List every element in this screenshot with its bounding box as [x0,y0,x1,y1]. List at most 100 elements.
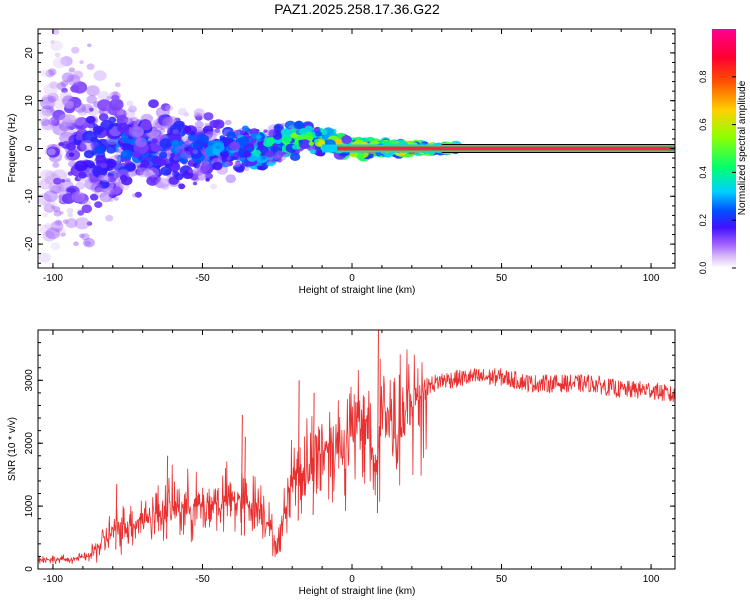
y-tick-label: -20 [24,236,35,251]
spectrogram-cell [92,101,102,108]
spectrogram-cell [67,213,74,218]
snr-spike [297,380,300,521]
spectrogram-cell [275,125,281,130]
spectrogram-cell [272,132,283,140]
spectrogram-cell [64,101,76,111]
spectrogram-cell [237,128,246,135]
spectrogram-cell [66,74,81,86]
spectrogram-cell [47,148,56,156]
spectrogram-cell [109,98,124,111]
spectrogram-cell [52,123,67,136]
spectrogram-cell [124,130,132,136]
spectrogram-cell [178,108,188,116]
spectrogram-cell [60,179,66,183]
snr-spike [240,414,243,536]
spectrogram-cell [225,161,231,167]
spectrogram-cell [86,95,97,104]
spectrogram-cell [44,222,52,229]
spectrogram-cell [64,100,74,109]
spectrogram-cell [115,148,122,154]
spectrogram-cell [189,130,196,136]
spectrogram-cell [58,113,71,124]
spectrogram-cell [45,227,60,240]
spectrogram-cell [139,171,145,176]
spectrogram-cell [257,165,263,171]
spectrogram-cell [78,171,87,179]
spectrogram-cell [256,134,262,139]
spectrogram-cell [169,155,180,165]
spectrogram-cell [60,80,69,87]
spectrogram-cell [95,186,108,198]
spectrogram-cell [41,119,55,131]
spectrogram-cell [224,119,232,126]
spectrogram-cell [126,118,133,124]
spectrogram-cell [99,191,113,203]
spectrogram-cell [51,187,57,192]
x-tick-label: 0 [349,273,355,284]
spectrogram-cell [280,122,286,127]
spectrogram-cell [190,149,202,159]
spectrogram-cell [180,157,189,164]
y-tick-label: 1000 [24,495,35,518]
spectrogram-cell [47,68,57,76]
spectrogram-cell [80,233,90,241]
spectrogram-cell [51,119,57,124]
spectrogram-cell [183,125,192,133]
spectrogram-cell [263,139,273,148]
spectrogram-cell [117,122,130,133]
spectrogram-cell [40,169,54,181]
spectrogram-cell [105,214,114,222]
spectrogram-cell [226,131,236,139]
x-tick-label: 100 [643,574,660,585]
spectrogram-cell [282,135,292,143]
spectrogram-cell [77,107,88,116]
spectrogram-cell [83,237,95,248]
spectrogram-ylabel: Frequency (Hz) [7,114,18,183]
spectrogram-cell [202,125,214,135]
spectrogram-cell [192,149,198,155]
spectrogram-cell [108,181,124,195]
spectrogram-cell [178,183,186,190]
spectrogram-cell [209,154,219,162]
spectrogram-cell [51,205,56,209]
spectrogram-cell [106,96,112,101]
spectrogram-cell [90,182,103,193]
spectrogram-cell [180,150,191,160]
figure-title: PAZ1.2025.258.17.36.G22 [274,1,440,17]
spectrogram-cell [74,139,83,146]
spectrogram-cell [341,135,352,145]
spectrogram-cell [246,146,253,152]
spectrogram-cell [100,162,108,169]
x-tick-label: -100 [43,574,63,585]
spectrogram-cell [67,160,77,168]
spectrogram-cell [97,99,112,112]
spectrogram-cell [41,94,54,105]
x-tick-label: -50 [195,574,210,585]
x-tick-label: 50 [496,574,508,585]
spectrogram-cell [193,112,203,120]
spectrogram-cell [97,91,110,101]
y-tick-label: 10 [24,95,35,107]
spectrogram-cell [53,98,67,110]
spectrogram-cell [253,149,261,156]
spectrogram-cell [75,193,89,205]
spectrogram-cell [50,242,61,251]
spectrogram-cell [62,219,69,224]
spectrogram-cell [74,160,88,172]
spectrogram-cell [50,40,55,44]
spectrogram-cell [140,120,152,131]
spectrogram-cell [120,149,133,160]
spectrogram-cell [105,158,117,169]
spectrogram-cell [79,233,85,239]
snr-plot [38,330,675,565]
spectrogram-cell [81,204,93,214]
spectrogram-cell [98,174,105,180]
colorbar-gradient [712,29,736,268]
spectrogram-cell [47,92,59,102]
snr-frame [37,329,676,570]
spectrogram-cell [183,147,190,152]
spectrogram-cell [71,46,80,54]
spectrogram-cell [62,95,75,106]
